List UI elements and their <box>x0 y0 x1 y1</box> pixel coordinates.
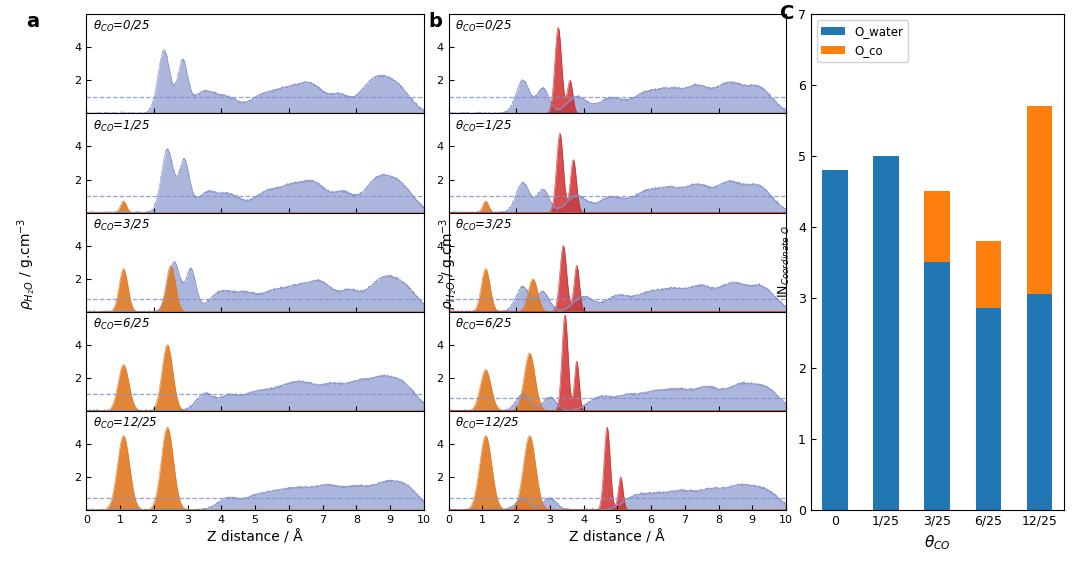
Text: $\rho_{H_2O}$ / g.cm$^{-3}$: $\rho_{H_2O}$ / g.cm$^{-3}$ <box>436 217 460 310</box>
Bar <box>975 308 1001 510</box>
Bar <box>1027 107 1052 294</box>
Text: θ$_{CO}$=1/25: θ$_{CO}$=1/25 <box>93 119 150 134</box>
Legend: O_water, O_co: O_water, O_co <box>816 20 908 61</box>
Text: θ$_{CO}$=1/25: θ$_{CO}$=1/25 <box>456 119 512 134</box>
Text: θ$_{CO}$=0/25: θ$_{CO}$=0/25 <box>93 19 150 34</box>
Bar <box>822 170 848 510</box>
Text: θ$_{CO}$=12/25: θ$_{CO}$=12/25 <box>93 416 158 431</box>
Text: θ$_{CO}$=6/25: θ$_{CO}$=6/25 <box>456 317 512 332</box>
Text: θ$_{CO}$=6/25: θ$_{CO}$=6/25 <box>93 317 150 332</box>
Bar <box>975 241 1001 308</box>
Text: θ$_{CO}$=3/25: θ$_{CO}$=3/25 <box>456 218 512 233</box>
X-axis label: $\theta_{CO}$: $\theta_{CO}$ <box>923 533 950 552</box>
Bar <box>924 262 950 510</box>
Text: C: C <box>781 5 795 23</box>
X-axis label: Z distance / Å: Z distance / Å <box>207 531 302 545</box>
Text: θ$_{CO}$=3/25: θ$_{CO}$=3/25 <box>93 218 150 233</box>
Text: $\rho_{H_2O}$ / g.cm$^{-3}$: $\rho_{H_2O}$ / g.cm$^{-3}$ <box>15 217 39 310</box>
Text: a: a <box>26 13 39 32</box>
X-axis label: Z distance / Å: Z distance / Å <box>569 531 665 545</box>
Text: θ$_{CO}$=12/25: θ$_{CO}$=12/25 <box>456 416 519 431</box>
Y-axis label: IN$_{Coordinate\ O}$: IN$_{Coordinate\ O}$ <box>778 226 793 299</box>
Text: b: b <box>429 13 442 32</box>
Text: θ$_{CO}$=0/25: θ$_{CO}$=0/25 <box>456 19 512 34</box>
Bar <box>1027 294 1052 510</box>
Bar <box>924 191 950 262</box>
Bar <box>874 156 899 510</box>
